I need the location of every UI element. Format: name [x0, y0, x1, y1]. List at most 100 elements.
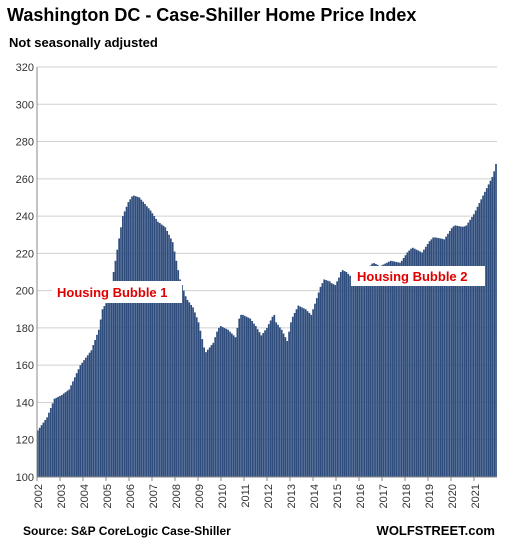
- annotation-bubble-1-bg: [52, 281, 182, 303]
- bar: [338, 277, 340, 477]
- bar: [173, 251, 176, 477]
- bar: [46, 417, 48, 477]
- bar: [471, 217, 473, 477]
- bar: [155, 218, 157, 477]
- bar: [147, 208, 150, 477]
- bar: [336, 281, 338, 477]
- bar: [53, 398, 56, 477]
- bar: [81, 362, 84, 477]
- bar: [327, 280, 329, 477]
- bar: [356, 283, 359, 477]
- bar: [315, 298, 318, 477]
- bar: [70, 385, 72, 477]
- x-tick-label: 2004: [79, 484, 91, 508]
- x-tick-label: 2019: [424, 484, 436, 508]
- bar: [85, 357, 87, 477]
- bar: [55, 397, 58, 477]
- x-tick-labels: 2002 2003 2004 2005 2006 2007 2008 2009 2010 2011…: [33, 477, 482, 508]
- bar: [240, 314, 242, 477]
- bar: [90, 350, 93, 477]
- bar: [245, 316, 248, 477]
- bar: [109, 290, 111, 477]
- bar: [487, 184, 490, 477]
- bar: [410, 248, 412, 477]
- bar: [188, 302, 191, 477]
- bar: [72, 381, 74, 477]
- bar: [397, 262, 399, 477]
- bar: [443, 239, 446, 477]
- y-tick-label: 300: [16, 99, 34, 111]
- bar: [59, 395, 61, 477]
- bar: [373, 263, 375, 477]
- bar: [96, 334, 98, 477]
- bar: [358, 281, 361, 477]
- bar: [206, 349, 209, 477]
- bar: [238, 318, 241, 477]
- bar: [273, 314, 276, 477]
- bar: [458, 226, 460, 477]
- bar: [110, 281, 113, 477]
- bar: [201, 339, 204, 477]
- y-tick-label: 220: [16, 248, 34, 260]
- bar: [158, 222, 161, 477]
- bar: [489, 180, 492, 477]
- bar: [400, 260, 403, 477]
- bar: [131, 196, 133, 477]
- bar: [179, 279, 181, 477]
- x-tick-label: 2018: [401, 484, 413, 508]
- bar: [330, 283, 333, 477]
- bar: [186, 299, 189, 477]
- x-tick-label: 2002: [33, 484, 45, 508]
- bar: [83, 360, 85, 477]
- bar: [86, 355, 89, 477]
- bar: [424, 246, 427, 477]
- bar: [312, 309, 314, 477]
- bar: [476, 206, 479, 477]
- bar: [127, 202, 130, 478]
- y-tick-labels: 100 120 140 160 180 200 220 240 260 280 300 320: [16, 62, 34, 484]
- bar: [94, 340, 96, 477]
- bar: [286, 340, 289, 477]
- bar: [454, 225, 457, 477]
- x-tick-label: 2017: [378, 484, 390, 508]
- bar: [57, 396, 60, 477]
- bar: [166, 231, 169, 477]
- bar: [236, 327, 239, 477]
- y-tick-label: 260: [16, 174, 34, 186]
- y-tick-label: 100: [16, 472, 34, 484]
- bar: [332, 284, 335, 477]
- bar: [384, 263, 387, 477]
- bar: [62, 393, 65, 477]
- bar: [253, 323, 255, 477]
- bar: [456, 225, 459, 477]
- bar: [51, 403, 54, 477]
- bar: [68, 389, 71, 477]
- y-tick-label: 200: [16, 286, 34, 298]
- x-tick-label: 2010: [217, 484, 229, 508]
- x-tick-label: 2012: [263, 484, 275, 508]
- bar: [362, 275, 364, 477]
- bar: [175, 260, 178, 477]
- bar: [105, 303, 108, 477]
- bar: [317, 292, 320, 477]
- bar: [230, 333, 233, 477]
- bar: [437, 238, 440, 477]
- x-tick-label: 2008: [171, 484, 183, 508]
- bar: [341, 270, 344, 477]
- bar: [146, 206, 148, 477]
- bar: [293, 313, 296, 477]
- bar: [404, 255, 407, 477]
- bar: [460, 226, 462, 477]
- annotation-bubble-2: Housing Bubble 2: [351, 266, 485, 286]
- bar: [254, 326, 257, 477]
- bar: [465, 225, 468, 477]
- bar: [184, 296, 187, 477]
- y-tick-label: 320: [16, 62, 34, 74]
- x-tick-label: 2020: [447, 484, 459, 508]
- bar: [472, 214, 475, 478]
- bar: [349, 275, 351, 477]
- chart-title: Washington DC - Case-Shiller Home Price …: [7, 5, 416, 25]
- chart-subtitle: Not seasonally adjusted: [9, 35, 158, 50]
- bar: [388, 261, 390, 477]
- bar: [371, 263, 374, 477]
